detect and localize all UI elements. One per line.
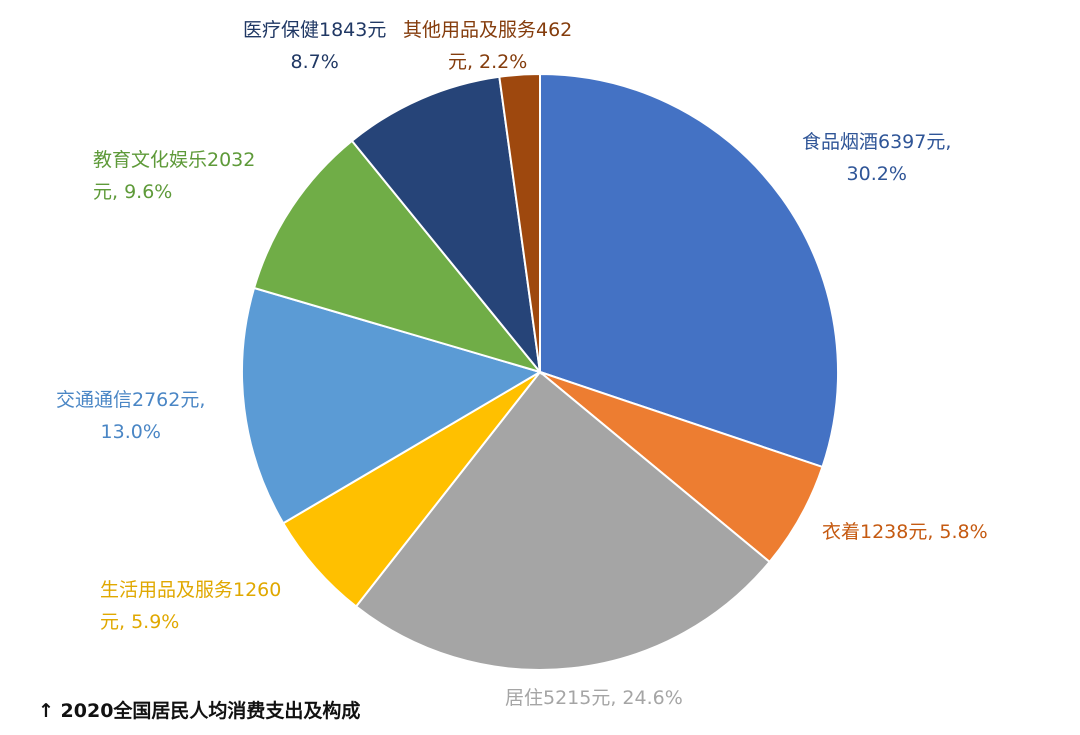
label-clothing: 衣着1238元, 5.8% [822, 516, 988, 548]
label-education-line1: 教育文化娱乐2032 [93, 149, 256, 171]
label-transport: 交通通信2762元, 13.0% [56, 384, 205, 448]
label-transport-line1: 交通通信2762元, [56, 389, 206, 411]
label-daily-goods: 生活用品及服务1260 元, 5.9% [100, 574, 281, 638]
label-daily-goods-line2: 元, 5.9% [100, 611, 180, 633]
label-food-line1: 食品烟酒6397元, [802, 131, 952, 153]
pie-slice-food [539, 72, 839, 469]
label-medical: 医疗保健1843元 8.7% [243, 14, 386, 78]
pie-slice-other [498, 72, 541, 373]
label-medical-line1: 医疗保健1843元 [243, 19, 387, 41]
label-transport-line2: 13.0% [100, 421, 161, 443]
label-education-line2: 元, 9.6% [93, 181, 173, 203]
label-education: 教育文化娱乐2032 元, 9.6% [93, 144, 255, 208]
label-other-line1: 其他用品及服务462 [403, 19, 573, 41]
pie-slice-transport [241, 286, 543, 525]
pie-slice-housing [354, 370, 772, 671]
label-other-line2: 元, 2.2% [447, 51, 528, 73]
label-medical-line2: 8.7% [290, 51, 339, 73]
pie-slice-medical [350, 75, 542, 376]
label-clothing-line1: 衣着1238元, 5.8% [822, 521, 988, 543]
label-food: 食品烟酒6397元, 30.2% [802, 126, 951, 190]
label-food-line2: 30.2% [846, 163, 907, 185]
label-housing: 居住5215元, 24.6% [505, 682, 683, 714]
label-housing-line1: 居住5215元, 24.6% [505, 687, 683, 709]
label-other: 其他用品及服务462 元, 2.2% [403, 14, 572, 78]
label-daily-goods-line1: 生活用品及服务1260 [100, 579, 282, 601]
chart-caption: ↑ 2020全国居民人均消费支出及构成 [38, 700, 361, 722]
pie-slice-education [252, 139, 543, 374]
